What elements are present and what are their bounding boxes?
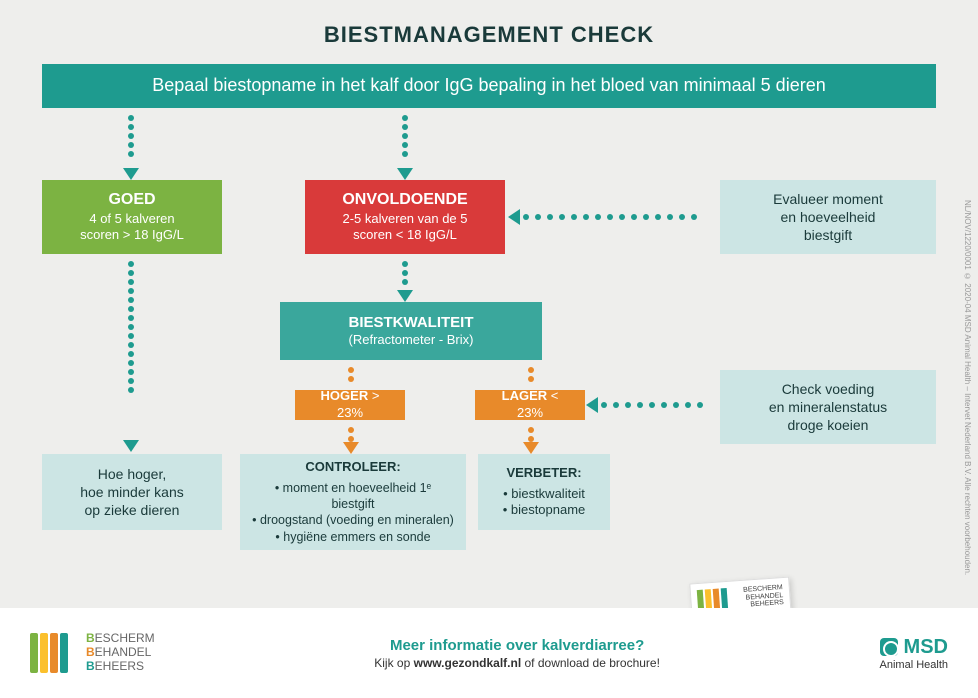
biestkwaliteit-title: BIESTKWALITEIT — [349, 313, 474, 333]
connector — [128, 258, 134, 396]
arrowhead-icon — [123, 440, 139, 452]
eval-line3: biestgift — [804, 226, 852, 244]
header-box: Bepaal biestopname in het kalf door IgG … — [42, 64, 936, 108]
check-line2: en mineralenstatus — [769, 398, 887, 416]
goed-box: GOED 4 of 5 kalveren scoren > 18 IgG/L — [42, 180, 222, 254]
eval-line1: Evalueer moment — [773, 190, 883, 208]
arrowhead-icon — [523, 442, 539, 454]
hoger-box: HOGER > 23% — [295, 390, 405, 420]
footer-center: Meer informatie over kalverdiarree? Kijk… — [155, 637, 880, 670]
connector — [520, 214, 700, 220]
verbeter-title: VERBETER: — [506, 465, 581, 482]
goed-line1: 4 of 5 kalveren — [89, 211, 174, 228]
connector — [348, 364, 354, 385]
arrowhead-icon — [123, 168, 139, 180]
onvoldoende-box: ONVOLDOENDE 2-5 kalveren van de 5 scoren… — [305, 180, 505, 254]
connector — [402, 112, 408, 160]
onvoldoende-line1: 2-5 kalveren van de 5 — [342, 211, 467, 228]
arrowhead-icon — [397, 168, 413, 180]
bbb-logo: BESCHERM BEHANDEL BEHEERS — [30, 629, 155, 677]
controleer-box: CONTROLEER: • moment en hoeveelheid 1ᵉ b… — [240, 454, 466, 550]
eval-line2: en hoeveelheid — [781, 208, 876, 226]
biestkwaliteit-box: BIESTKWALITEIT (Refractometer - Brix) — [280, 302, 542, 360]
footer-sub: Kijk op www.gezondkalf.nl of download de… — [155, 656, 880, 670]
biestkwaliteit-sub: (Refractometer - Brix) — [349, 332, 474, 349]
goed-title: GOED — [108, 190, 155, 211]
controleer-title: CONTROLEER: — [305, 459, 400, 476]
check-line3: droge koeien — [788, 416, 869, 434]
lager-text: LAGER < 23% — [487, 388, 573, 422]
msd-mark-icon — [880, 638, 898, 656]
arrowhead-icon — [586, 397, 598, 413]
lager-box: LAGER < 23% — [475, 390, 585, 420]
footer: BESCHERM BEHANDEL BEHEERS Meer informati… — [0, 608, 978, 698]
hoehoger-line2: hoe minder kans — [80, 483, 184, 501]
connector — [598, 402, 706, 408]
check-line1: Check voeding — [782, 380, 875, 398]
msd-logo: MSD Animal Health — [880, 636, 948, 671]
arrowhead-icon — [508, 209, 520, 225]
verbeter-b1: • biestkwaliteit — [503, 486, 585, 503]
hoehoger-line3: op zieke dieren — [85, 501, 180, 519]
verbeter-box: VERBETER: • biestkwaliteit • biestopname — [478, 454, 610, 530]
connector — [528, 364, 534, 385]
page-title: BIESTMANAGEMENT CHECK — [0, 0, 978, 62]
goed-line2: scoren > 18 IgG/L — [80, 227, 184, 244]
hoe-hoger-box: Hoe hoger, hoe minder kans op zieke dier… — [42, 454, 222, 530]
verbeter-b2: • biestopname — [503, 502, 586, 519]
arrowhead-icon — [397, 290, 413, 302]
check-box: Check voeding en mineralenstatus droge k… — [720, 370, 936, 444]
footer-question: Meer informatie over kalverdiarree? — [155, 637, 880, 654]
side-code: NL/NOV/1220/0001 © 2020-04 MSD Animal He… — [963, 200, 972, 575]
controleer-b1: • moment en hoeveelheid 1ᵉ biestgift — [252, 480, 454, 513]
controleer-b2: • droogstand (voeding en mineralen) — [252, 512, 454, 528]
arrowhead-icon — [343, 442, 359, 454]
header-text: Bepaal biestopname in het kalf door IgG … — [152, 74, 825, 97]
eval-box: Evalueer moment en hoeveelheid biestgift — [720, 180, 936, 254]
onvoldoende-title: ONVOLDOENDE — [342, 190, 467, 211]
hoehoger-line1: Hoe hoger, — [98, 465, 167, 483]
connector — [402, 258, 408, 288]
onvoldoende-line2: scoren < 18 IgG/L — [353, 227, 457, 244]
controleer-b3: • hygiëne emmers en sonde — [275, 529, 430, 545]
connector — [128, 112, 134, 160]
hoger-text: HOGER > 23% — [307, 388, 393, 422]
